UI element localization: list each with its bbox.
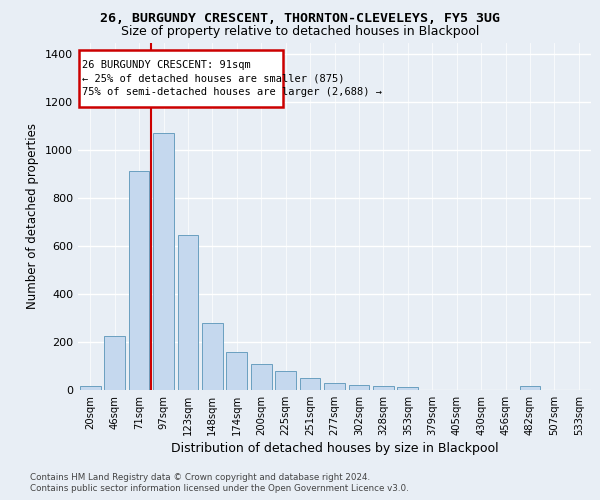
- Bar: [373, 386, 394, 390]
- Bar: [397, 387, 418, 390]
- Bar: [202, 324, 223, 390]
- Bar: [104, 336, 125, 390]
- Text: 26, BURGUNDY CRESCENT, THORNTON-CLEVELEYS, FY5 3UG: 26, BURGUNDY CRESCENT, THORNTON-CLEVELEY…: [100, 12, 500, 26]
- Bar: [275, 371, 296, 390]
- Text: Contains HM Land Registry data © Crown copyright and database right 2024.: Contains HM Land Registry data © Crown c…: [30, 472, 370, 482]
- Bar: [80, 386, 101, 390]
- Bar: [226, 352, 247, 390]
- Bar: [324, 384, 345, 390]
- Bar: [178, 236, 199, 390]
- Bar: [299, 378, 320, 390]
- FancyBboxPatch shape: [79, 50, 283, 107]
- Text: Size of property relative to detached houses in Blackpool: Size of property relative to detached ho…: [121, 25, 479, 38]
- X-axis label: Distribution of detached houses by size in Blackpool: Distribution of detached houses by size …: [170, 442, 499, 455]
- Text: Contains public sector information licensed under the Open Government Licence v3: Contains public sector information licen…: [30, 484, 409, 493]
- Y-axis label: Number of detached properties: Number of detached properties: [26, 123, 40, 309]
- Bar: [153, 133, 174, 390]
- Bar: [251, 364, 272, 390]
- Bar: [349, 385, 370, 390]
- Bar: [520, 386, 541, 390]
- Text: 26 BURGUNDY CRESCENT: 91sqm
← 25% of detached houses are smaller (875)
75% of se: 26 BURGUNDY CRESCENT: 91sqm ← 25% of det…: [82, 60, 382, 96]
- Bar: [128, 172, 149, 390]
